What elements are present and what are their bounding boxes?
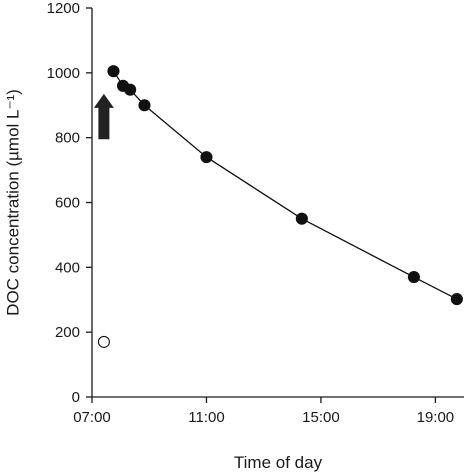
y-tick-label: 1200: [47, 0, 80, 17]
x-axis-title: Time of day: [234, 453, 323, 472]
data-point: [407, 271, 420, 284]
data-point: [107, 65, 120, 78]
x-tick-label: 07:00: [73, 409, 111, 426]
y-tick-label: 800: [55, 130, 80, 147]
annotations: [93, 93, 114, 140]
y-tick-label: 200: [55, 324, 80, 341]
y-tick-label: 400: [55, 259, 80, 276]
data-point-open: [97, 335, 110, 348]
data-point: [200, 151, 213, 164]
y-tick-label: 0: [72, 389, 80, 406]
x-tick-label: 15:00: [302, 409, 340, 426]
up-arrow: [93, 93, 114, 140]
data-point: [138, 99, 151, 112]
x-axis-ticks: 07:00 11:00 15:00 19:00: [73, 397, 454, 426]
y-tick-label: 1000: [47, 65, 80, 82]
y-axis-title: DOC concentration (µmol L⁻¹): [3, 89, 22, 316]
x-tick-label: 11:00: [188, 409, 224, 426]
series-line: [112, 70, 458, 300]
data-point: [295, 212, 308, 225]
y-tick-label: 600: [55, 195, 80, 212]
data-points: [97, 65, 463, 348]
data-point: [450, 293, 463, 306]
data-point: [124, 83, 137, 96]
y-axis-ticks: 0 200 400 600 800 1000 1200: [47, 0, 92, 406]
x-tick-label: 19:00: [417, 409, 455, 426]
axes: [91, 8, 464, 398]
